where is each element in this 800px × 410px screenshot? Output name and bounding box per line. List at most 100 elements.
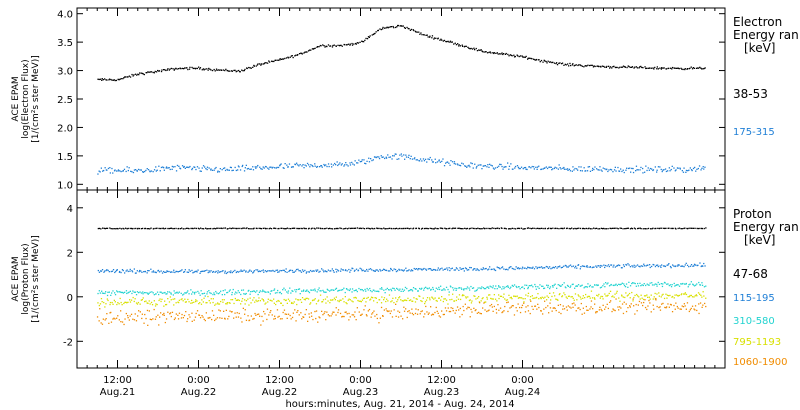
proton-point <box>462 267 465 270</box>
proton-point <box>164 291 166 294</box>
electron-point <box>146 168 148 170</box>
proton-point <box>300 312 302 314</box>
proton-point <box>566 297 568 299</box>
electron-legend-units: [keV] <box>744 41 775 55</box>
proton-point <box>105 291 107 293</box>
electron-point <box>152 171 154 173</box>
proton-point <box>656 305 658 308</box>
proton-point <box>547 284 549 287</box>
proton-point <box>385 269 387 271</box>
electron-point <box>111 79 113 81</box>
proton-point <box>314 288 316 290</box>
proton-point <box>329 302 331 304</box>
electron-point <box>137 73 139 75</box>
proton-point <box>542 227 544 230</box>
proton-point <box>129 290 131 292</box>
proton-point <box>335 227 337 230</box>
proton-point <box>388 310 390 312</box>
proton-point <box>557 304 559 306</box>
proton-point <box>545 265 547 268</box>
proton-point <box>397 299 399 301</box>
proton-point <box>263 300 265 302</box>
electron-point <box>519 167 521 170</box>
proton-point <box>594 227 596 230</box>
proton-point <box>216 292 218 294</box>
proton-point <box>114 301 116 303</box>
proton-point <box>527 305 529 307</box>
proton-point <box>536 308 538 310</box>
electron-point <box>606 65 608 68</box>
proton-point <box>163 312 165 315</box>
proton-point <box>409 312 411 314</box>
proton-point <box>661 294 663 296</box>
proton-point <box>403 306 405 308</box>
electron-point <box>644 66 646 68</box>
proton-point <box>104 319 106 321</box>
proton-point <box>448 310 450 313</box>
proton-point <box>206 269 208 271</box>
proton-point <box>146 228 148 230</box>
proton-point <box>241 289 243 291</box>
proton-point <box>578 227 580 229</box>
proton-point <box>139 269 141 272</box>
proton-point <box>425 299 428 301</box>
proton-point <box>521 304 524 306</box>
proton-point <box>366 287 368 290</box>
proton-point <box>588 295 591 298</box>
proton-point <box>473 307 475 309</box>
proton-point <box>250 270 252 272</box>
proton-point <box>383 309 385 311</box>
proton-point <box>534 283 536 286</box>
proton-point <box>660 296 662 298</box>
electron-point <box>273 60 275 63</box>
proton-point <box>547 228 549 230</box>
proton-point <box>513 295 515 297</box>
proton-point <box>108 322 110 324</box>
proton-point <box>486 296 488 298</box>
proton-point <box>642 284 644 287</box>
proton-point <box>368 268 370 270</box>
proton-point <box>244 313 246 315</box>
electron-point <box>216 69 218 71</box>
proton-point <box>663 297 666 300</box>
proton-point <box>348 289 351 292</box>
electron-point <box>312 165 314 168</box>
proton-point <box>653 264 655 266</box>
proton-point <box>131 228 133 230</box>
proton-point <box>587 266 589 268</box>
proton-point <box>425 269 428 271</box>
electron-point <box>572 166 574 168</box>
proton-point <box>155 316 157 318</box>
proton-point <box>260 228 263 230</box>
proton-point <box>342 228 344 230</box>
electron-point <box>140 169 142 171</box>
proton-point <box>206 293 208 295</box>
proton-point <box>252 271 255 273</box>
electron-point <box>318 166 321 168</box>
proton-point <box>444 307 447 309</box>
proton-point <box>522 286 524 288</box>
proton-point <box>485 267 487 270</box>
proton-legend-subtitle: Energy ran <box>733 220 799 234</box>
proton-point <box>649 302 651 304</box>
proton-point <box>565 227 568 230</box>
proton-point <box>364 305 366 307</box>
proton-point <box>317 269 319 271</box>
proton-point <box>489 227 491 230</box>
proton-point <box>215 270 217 273</box>
proton-point <box>149 291 151 293</box>
proton-point <box>169 296 171 298</box>
proton-point <box>664 282 666 284</box>
proton-point <box>608 292 610 295</box>
electron-point <box>117 169 120 171</box>
electron-point <box>466 166 468 168</box>
proton-point <box>310 289 312 291</box>
electron-point <box>256 166 258 168</box>
proton-point <box>511 267 513 270</box>
electron-point <box>396 158 398 160</box>
electron-point <box>101 78 103 80</box>
proton-point <box>360 301 362 303</box>
electron-point <box>580 166 582 168</box>
proton-point <box>516 286 518 289</box>
proton-point <box>312 299 314 301</box>
